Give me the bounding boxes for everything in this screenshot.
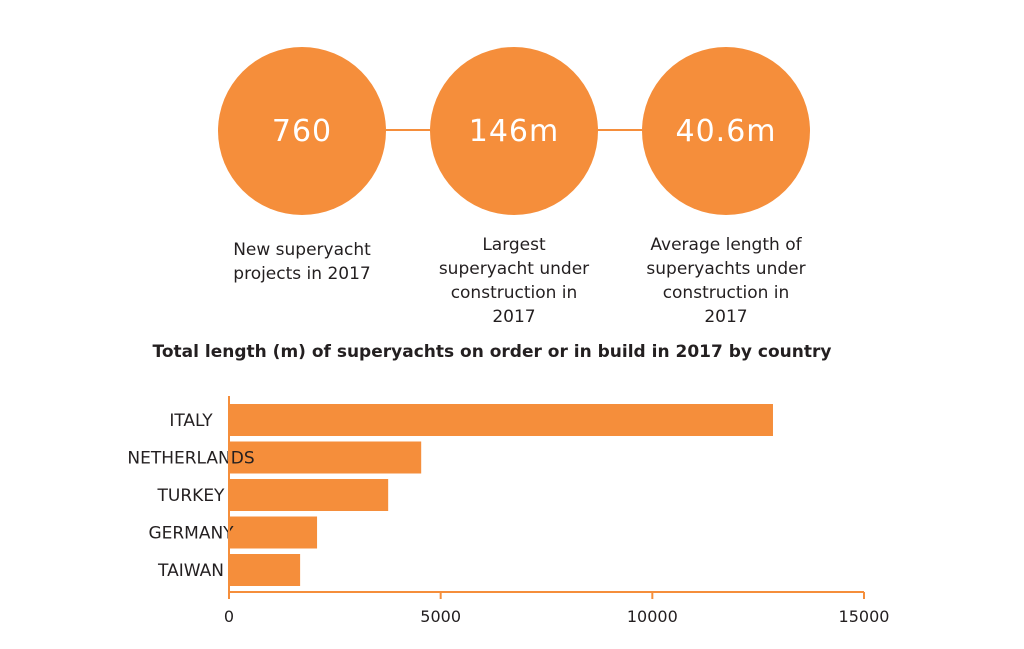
x-tick-label: 10000	[627, 607, 678, 626]
x-tick-label: 5000	[420, 607, 461, 626]
category-label: TAIWAN	[157, 561, 224, 581]
caption-line: Average length of	[650, 235, 802, 255]
caption-line: 2017	[492, 307, 536, 327]
category-label: TURKEY	[157, 486, 226, 506]
stat-circle-average: 40.6m	[642, 47, 810, 215]
caption-line: construction in	[662, 283, 790, 303]
category-label: NETHERLANDS	[127, 449, 254, 469]
bar-netherlands	[229, 441, 422, 474]
category-label: ITALY	[169, 411, 213, 431]
stat-caption-largest: Largest superyacht under construction in…	[424, 233, 604, 329]
bar-italy	[229, 404, 773, 436]
connector-line	[598, 129, 642, 131]
stat-caption-projects: New superyacht projects in 2017	[212, 238, 392, 286]
bar-turkey	[229, 479, 389, 511]
caption-line: superyacht under	[438, 259, 590, 279]
caption-line: construction in	[450, 283, 578, 303]
stat-value-largest: 146m	[468, 113, 560, 149]
category-label: GERMANY	[148, 524, 234, 544]
stat-caption-average: Average length of superyachts under cons…	[636, 233, 816, 329]
connector-line	[386, 129, 430, 131]
caption-line: 2017	[704, 307, 748, 327]
stat-circle-projects: 760	[218, 47, 386, 215]
x-tick-label: 0	[224, 607, 234, 626]
bar-taiwan	[229, 554, 301, 586]
caption-line: Largest	[482, 235, 546, 255]
caption-line: projects in 2017	[233, 264, 371, 284]
stat-value-projects: 760	[271, 113, 333, 149]
caption-line: superyachts under	[646, 259, 806, 279]
chart-title: Total length (m) of superyachts on order…	[152, 342, 832, 362]
bar-germany	[229, 516, 318, 549]
stat-circle-largest: 146m	[430, 47, 598, 215]
stat-value-average: 40.6m	[675, 113, 777, 149]
caption-line: New superyacht	[233, 240, 371, 260]
x-tick-label: 15000	[839, 607, 890, 626]
